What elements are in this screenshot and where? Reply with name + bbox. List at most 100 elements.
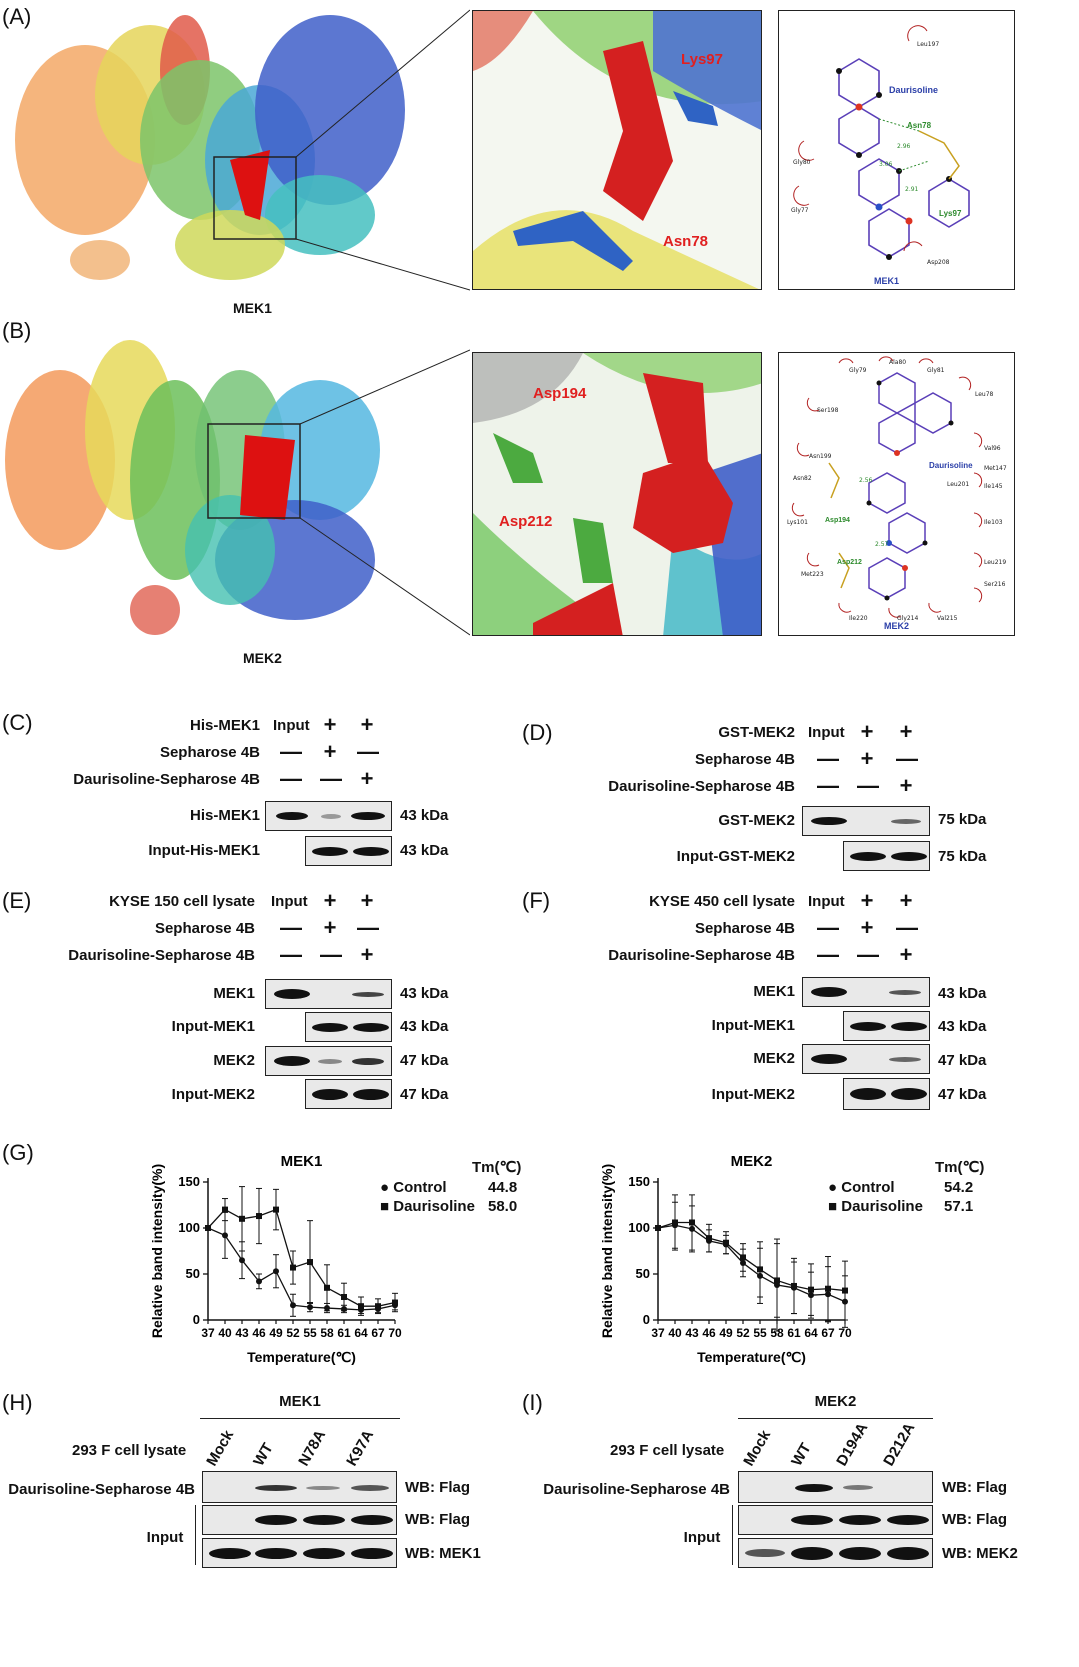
data-point-square	[740, 1254, 746, 1261]
e-sign: +	[323, 915, 337, 940]
residue-lys101: Lys101	[787, 519, 808, 526]
c-blot-size-1: 43 kDa	[400, 807, 449, 824]
f-blot-label-3: MEK2	[753, 1050, 795, 1067]
data-point-square	[842, 1287, 848, 1294]
c-sign: +	[323, 712, 337, 737]
f-blot-input-mek2	[843, 1078, 930, 1110]
data-point-square	[689, 1219, 695, 1226]
x-tick-label: 37	[201, 1326, 215, 1340]
e-sign: +	[323, 888, 337, 913]
e-blot-size-3: 47 kDa	[400, 1052, 449, 1069]
mek1-structure-image	[15, 9, 470, 291]
x-tick-label: 43	[685, 1326, 699, 1340]
data-point-square	[341, 1294, 347, 1300]
protein-label-b: MEK2	[884, 621, 910, 631]
data-point-square	[205, 1225, 211, 1231]
legend-daurisoline-1: ■ Daurisoline	[380, 1198, 475, 1215]
data-point-square	[273, 1206, 279, 1213]
e-input-label: Input	[271, 893, 308, 910]
legend-circle-icon: ●	[828, 1179, 838, 1196]
i-blot-input-flag	[738, 1505, 933, 1535]
h-wb-3: WB: MEK1	[405, 1545, 481, 1562]
mek2-binding-site-zoom: Asp194 Asp212	[472, 352, 762, 636]
x-tick-label: 52	[736, 1326, 750, 1340]
x-tick-label: 58	[770, 1326, 784, 1340]
data-point-square	[791, 1282, 797, 1289]
f-blot-size-1: 43 kDa	[938, 985, 987, 1002]
series-line-0	[207, 1227, 396, 1311]
i-group-line	[738, 1418, 933, 1419]
residue-ile220: Ile220	[849, 615, 868, 622]
x-tick-label: 40	[218, 1326, 232, 1340]
f-input-label: Input	[808, 893, 845, 910]
d-blot-size-2: 75 kDa	[938, 848, 987, 865]
mek2-thermal-shift-chart: MEK2 0 50 100 150 37 40 43 46 49 52 55 58 61 64 67 70 Tem…	[599, 1153, 852, 1365]
data-point-square	[222, 1206, 228, 1213]
e-sign: —	[320, 942, 342, 967]
legend-control-label-2: Control	[841, 1179, 895, 1196]
y-tick-label: 0	[193, 1312, 200, 1327]
x-axis-label: Temperature(℃)	[247, 1349, 356, 1365]
legend-control-label-1: Control	[393, 1179, 447, 1196]
d-sign: +	[860, 719, 874, 744]
data-point-square	[307, 1259, 313, 1266]
h-lane-k97a: K97A	[343, 1427, 378, 1469]
f-blot-size-4: 47 kDa	[938, 1086, 987, 1103]
x-tick-label: 64	[804, 1326, 818, 1340]
e-sign: —	[280, 915, 302, 940]
h-input-bracket	[195, 1505, 196, 1565]
h-wb-1: WB: Flag	[405, 1479, 470, 1496]
hbond-residue-asp194: Asp194	[825, 517, 850, 524]
tm-control-2: 54.2	[944, 1179, 974, 1196]
y-tick-label: 100	[178, 1220, 200, 1235]
legend-square-icon: ■	[380, 1198, 390, 1215]
f-header-row-2: Sepharose 4B	[694, 920, 795, 937]
f-blot-mek2	[802, 1044, 930, 1074]
x-tick-label: 43	[235, 1326, 249, 1340]
residue-leu197: Leu197	[917, 41, 940, 48]
data-point-square	[808, 1286, 814, 1293]
legend-square-icon: ■	[828, 1198, 838, 1215]
mek1-structure-label: MEK1	[233, 300, 272, 316]
f-blot-input-mek1	[843, 1011, 930, 1041]
d-sign: —	[817, 746, 839, 771]
d-header-row-3: Daurisoline-Sepharose 4B	[608, 778, 795, 795]
panel-b-letter: (B)	[2, 318, 32, 343]
residue-ser198: Ser198	[817, 407, 839, 414]
f-header-row-3: Daurisoline-Sepharose 4B	[608, 947, 795, 964]
e-blot-size-2: 43 kDa	[400, 1018, 449, 1035]
c-header-row-1: His-MEK1	[189, 717, 260, 734]
data-point-square	[290, 1264, 296, 1271]
x-tick-label: 46	[702, 1326, 716, 1340]
i-lane-wt: WT	[788, 1440, 815, 1469]
e-blot-label-2: Input-MEK1	[171, 1018, 255, 1035]
data-point-circle	[256, 1278, 262, 1285]
data-point-square	[256, 1213, 262, 1220]
e-blot-input-mek2	[305, 1079, 392, 1109]
x-tick-label: 70	[388, 1326, 402, 1340]
data-point-square	[672, 1219, 678, 1226]
f-blot-label-2: Input-MEK1	[711, 1017, 795, 1034]
x-tick-label: 70	[838, 1326, 852, 1340]
f-blot-size-2: 43 kDa	[938, 1018, 987, 1035]
e-sign: +	[360, 942, 374, 967]
residue-asn82: Asn82	[793, 475, 812, 482]
i-lysate-label: 293 F cell lysate	[610, 1442, 725, 1459]
x-tick-label: 55	[753, 1326, 767, 1340]
y-tick-label: 150	[178, 1174, 200, 1189]
protein-label-a: MEK1	[874, 276, 900, 286]
hbond-residue-asn78: Asn78	[907, 121, 932, 130]
residue-leu219: Leu219	[984, 559, 1007, 566]
chart-title: MEK2	[731, 1153, 773, 1170]
c-sign: —	[280, 766, 302, 791]
legend-daurisoline-label-1: Daurisoline	[393, 1198, 475, 1215]
x-tick-label: 49	[719, 1326, 733, 1340]
f-blot-mek1	[802, 977, 930, 1007]
h-input-label: Input	[146, 1529, 184, 1546]
distance-2: 3.06	[879, 161, 893, 168]
i-row-label-1: Daurisoline-Sepharose 4B	[543, 1481, 730, 1498]
legend-daurisoline-label-2: Daurisoline	[841, 1198, 923, 1215]
c-blot-input-his-mek1	[305, 836, 392, 866]
x-tick-label: 40	[668, 1326, 682, 1340]
tm-header-1: Tm(℃)	[472, 1159, 522, 1176]
